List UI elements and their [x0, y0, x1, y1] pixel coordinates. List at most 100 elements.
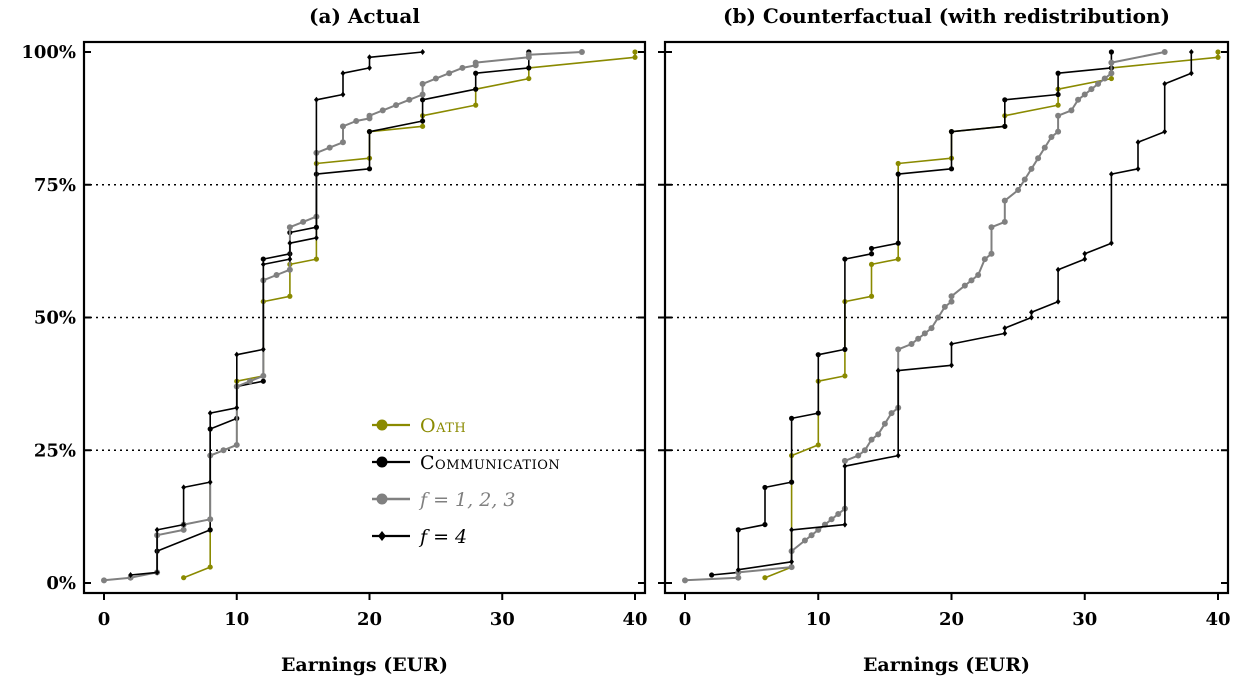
data-point: [207, 516, 214, 523]
data-point: [1095, 80, 1102, 87]
data-point: [735, 566, 741, 573]
data-point: [881, 420, 888, 427]
data-point: [406, 96, 413, 103]
data-point: [339, 123, 346, 130]
x-tick-label: 10: [806, 609, 831, 630]
data-point: [472, 59, 479, 66]
x-tick-label: 30: [1072, 609, 1097, 630]
series-f-4: [735, 49, 1194, 573]
data-point: [868, 436, 875, 443]
series-line: [764, 52, 1219, 579]
data-point: [1035, 155, 1042, 162]
data-point: [1002, 325, 1008, 332]
data-point: [789, 415, 795, 421]
legend-label: Communication: [420, 452, 560, 474]
data-point: [895, 240, 901, 246]
data-point: [340, 91, 346, 98]
data-point: [1068, 107, 1075, 114]
data-point: [260, 256, 266, 262]
data-point: [366, 166, 373, 172]
data-point: [313, 256, 319, 262]
data-point: [1055, 266, 1061, 273]
legend-marker: [376, 419, 388, 431]
y-tick-label: 0%: [46, 573, 76, 594]
data-point: [1028, 165, 1035, 172]
data-point: [762, 484, 768, 491]
data-point: [220, 447, 227, 454]
data-point: [340, 70, 346, 77]
data-point: [948, 166, 955, 172]
panel-title: (a) Actual: [309, 4, 420, 28]
data-point: [1041, 144, 1048, 151]
data-point: [842, 256, 848, 262]
data-point: [842, 521, 848, 528]
data-point: [975, 272, 982, 279]
data-point: [207, 564, 213, 570]
legend-label: f = 1, 2, 3: [418, 489, 515, 511]
data-point: [788, 564, 795, 571]
data-point: [1082, 256, 1088, 263]
data-point: [815, 410, 821, 416]
data-point: [154, 569, 160, 576]
data-point: [286, 224, 293, 231]
data-point: [1075, 96, 1082, 103]
data-point: [1109, 171, 1114, 178]
legend-item-communication: Communication: [372, 452, 560, 474]
data-point: [379, 107, 386, 114]
data-point: [908, 341, 915, 348]
data-point: [632, 54, 638, 60]
data-point: [1002, 330, 1008, 337]
series-communication: [709, 49, 1114, 578]
data-point: [420, 118, 426, 124]
data-point: [367, 54, 372, 61]
data-point: [260, 372, 267, 379]
legend-item-f-4: f = 4: [372, 526, 467, 548]
data-point: [1215, 54, 1221, 60]
data-point: [233, 441, 240, 448]
data-point: [578, 49, 585, 55]
series-f-4: [128, 49, 425, 579]
x-tick-label: 0: [679, 609, 692, 630]
panel-counterfactual: (b) Counterfactual (with redistribution)…: [658, 4, 1231, 676]
data-point: [526, 65, 532, 71]
data-point: [895, 171, 901, 177]
data-point: [682, 577, 688, 584]
data-point: [1108, 70, 1115, 77]
series-f-1-2-3: [682, 49, 1168, 584]
data-point: [1029, 309, 1034, 316]
legend-label: f = 4: [418, 526, 467, 548]
data-point: [709, 572, 715, 578]
data-point: [526, 75, 532, 82]
data-point: [1001, 218, 1008, 225]
data-point: [895, 256, 901, 262]
data-point: [314, 234, 319, 241]
data-point: [287, 256, 293, 263]
legend-marker: [378, 531, 386, 541]
data-point: [762, 521, 768, 528]
x-tick-label: 10: [224, 609, 249, 630]
data-point: [815, 442, 821, 448]
data-point: [1021, 176, 1028, 183]
data-point: [393, 102, 400, 109]
x-tick-label: 30: [490, 609, 515, 630]
data-point: [1055, 70, 1061, 76]
data-point: [1162, 80, 1168, 87]
data-point: [842, 463, 848, 470]
data-point: [273, 272, 280, 279]
data-point: [339, 139, 346, 146]
data-point: [1055, 128, 1062, 135]
legend: Oath Communication f = 1, 2, 3 f = 4: [372, 415, 560, 548]
legend-marker: [376, 493, 388, 505]
data-point: [420, 97, 426, 103]
data-point: [1135, 139, 1141, 146]
x-tick-label: 0: [98, 609, 111, 630]
data-point: [473, 86, 479, 92]
data-point: [207, 479, 213, 486]
data-point: [420, 123, 426, 129]
data-point: [459, 64, 466, 71]
data-point: [949, 341, 954, 348]
data-point: [260, 346, 266, 353]
data-point: [855, 452, 862, 459]
data-point: [326, 144, 333, 151]
